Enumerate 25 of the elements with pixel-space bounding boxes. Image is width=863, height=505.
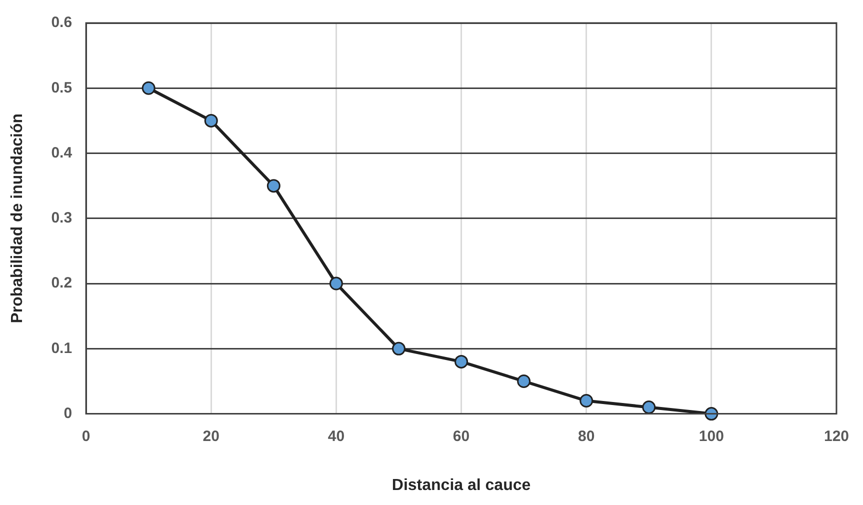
- x-tick-label: 0: [82, 428, 90, 445]
- x-axis-title: Distancia al cauce: [392, 476, 531, 494]
- x-tick-label: 80: [578, 428, 595, 445]
- x-tick-label: 120: [824, 428, 849, 445]
- point: [454, 354, 468, 368]
- x-tick-label: 60: [452, 428, 470, 445]
- y-tick-label: 0.3: [51, 210, 72, 227]
- point: [204, 114, 218, 128]
- y-tick-label: 0.5: [51, 79, 72, 96]
- point: [329, 276, 343, 290]
- point: [266, 179, 280, 193]
- x-tick-label: 20: [202, 428, 220, 445]
- y-tick-label: 0.1: [51, 340, 72, 357]
- point: [580, 394, 594, 408]
- point: [142, 81, 156, 95]
- y-tick-label: 0.6: [51, 14, 72, 32]
- point: [642, 400, 656, 414]
- x-tick-label: 100: [698, 428, 724, 445]
- point: [392, 342, 406, 356]
- point: [517, 374, 531, 388]
- y-tick-label: 0.2: [51, 274, 72, 292]
- y-axis-title: Probabilidad de inundación: [9, 114, 26, 324]
- x-tick-label: 40: [328, 428, 345, 445]
- y-tick-label: 0.4: [51, 144, 73, 162]
- y-tick-label: 0: [64, 404, 72, 422]
